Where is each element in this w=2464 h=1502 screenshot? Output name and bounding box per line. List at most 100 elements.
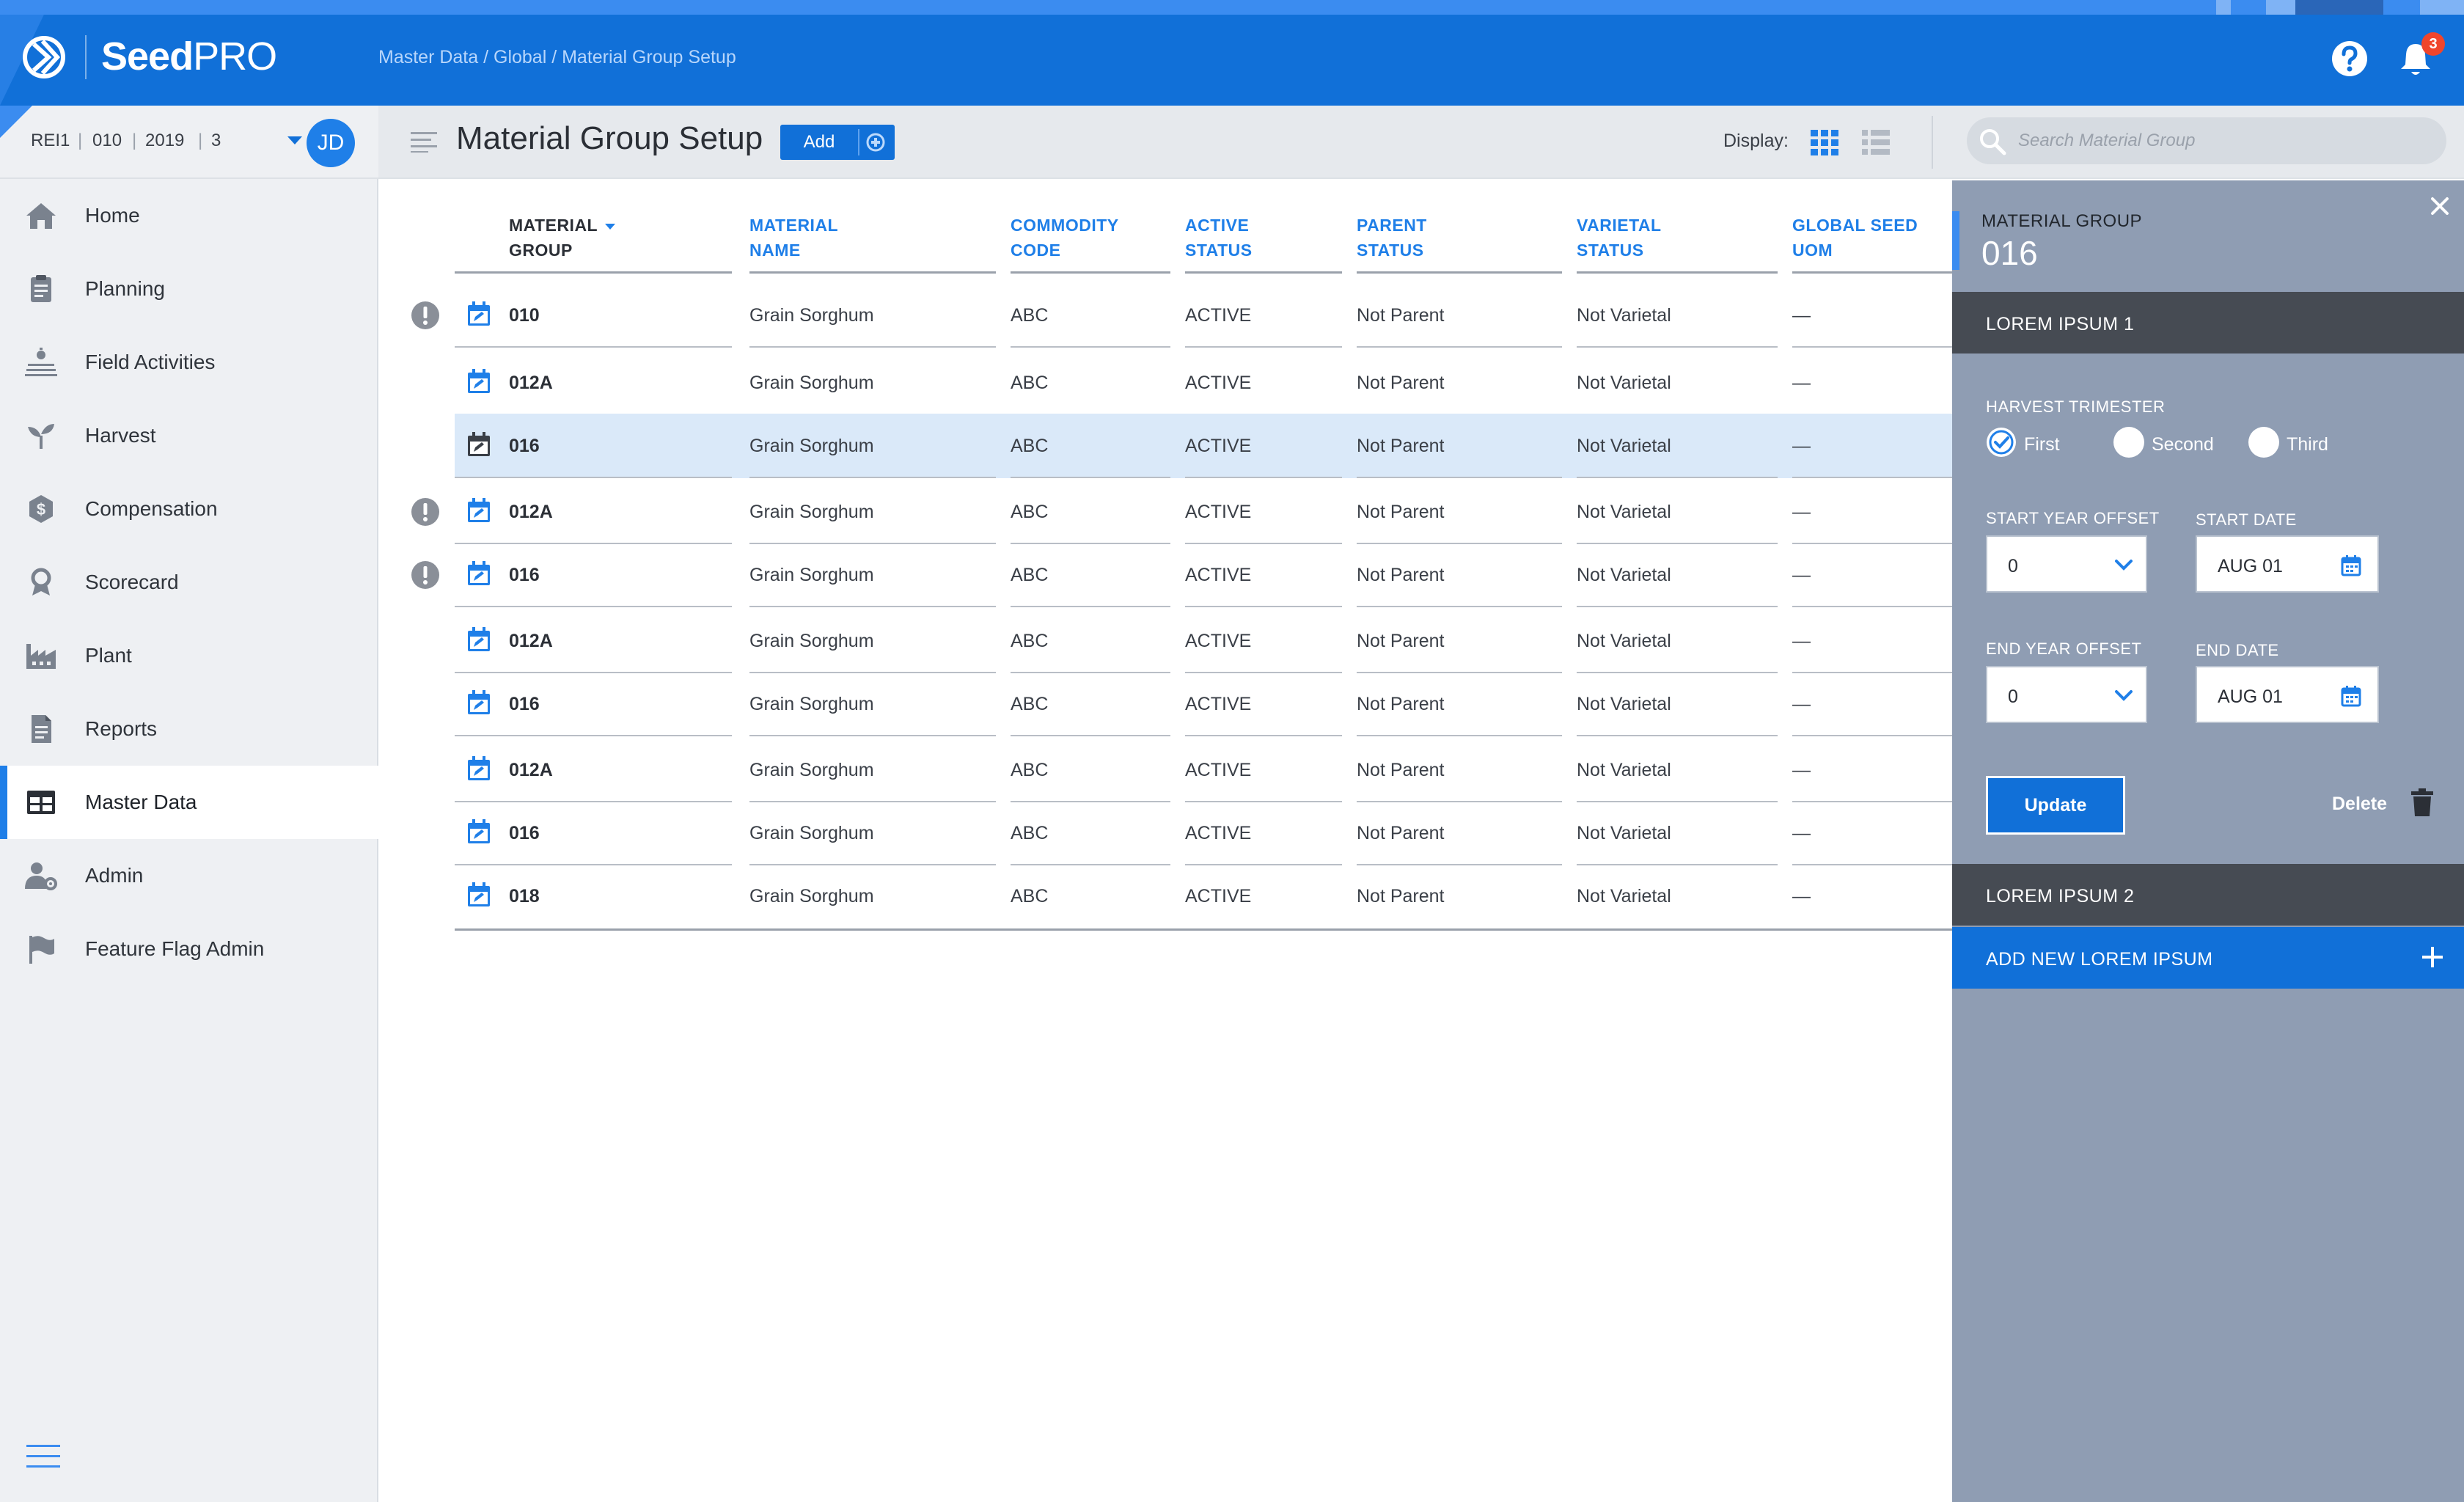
add-new-label: ADD NEW LOREM IPSUM [1986,949,2213,970]
trash-icon[interactable] [2410,788,2435,817]
cell-global-seed-uom: — [1792,565,1811,585]
cell-material-name: Grain Sorghum [749,631,874,651]
edit-calendar-icon[interactable] [466,368,491,395]
table-row[interactable]: 016 Grain Sorghum ABC ACTIVE Not Parent Not V… [378,801,1952,865]
date-value: AUG 01 [2218,686,2283,707]
context-selector[interactable]: REI1 | 010 | 2019 | 3 JD [0,106,378,179]
breadcrumb[interactable]: Master Data / Global / Material Group Se… [378,47,736,67]
sidebar-item-compensation[interactable]: $ Compensation [0,472,378,546]
row-divider [1357,864,1562,865]
radio-label: Third [2287,434,2328,455]
list-view-icon[interactable] [1861,128,1891,157]
sidebar-item-reports[interactable]: Reports [0,692,378,766]
cell-varietal-status: Not Varietal [1577,305,1671,326]
add-new-lorem-ipsum-button[interactable]: ADD NEW LOREM IPSUM [1952,927,2464,989]
row-divider [1011,801,1170,802]
table-row[interactable]: 012A Grain Sorghum ABC ACTIVE Not Parent Not … [378,480,1952,544]
end-year-offset-label: END YEAR OFFSET [1986,640,2142,658]
row-divider [1577,864,1778,865]
plus-icon [2422,947,2443,967]
row-divider [749,735,996,736]
warning-icon[interactable] [411,301,440,330]
brand-name[interactable]: SeedPRO [101,34,277,78]
edit-calendar-icon[interactable] [466,818,491,845]
row-divider [1185,477,1342,478]
update-button[interactable]: Update [1986,776,2125,835]
add-button[interactable]: Add [780,125,895,160]
column-header-material-group[interactable]: MATERIAL GROUP [509,213,616,263]
section-header-1[interactable]: LOREM IPSUM 1 [1952,292,2464,353]
sidebar-item-plant[interactable]: Plant [0,619,378,692]
row-divider [1577,346,1778,348]
edit-calendar-icon[interactable] [466,431,491,458]
section-header-2[interactable]: LOREM IPSUM 2 [1952,864,2464,926]
cell-parent-status: Not Parent [1357,631,1445,651]
sidebar-item-home[interactable]: Home [0,179,378,252]
end-year-offset-select[interactable]: 0 [1986,666,2147,723]
sidebar-item-field-activities[interactable]: Field Activities [0,326,378,399]
close-icon[interactable] [2430,197,2449,216]
end-date-field[interactable]: AUG 01 [2196,666,2379,723]
sidebar-collapse-menu-icon[interactable] [26,1443,60,1470]
warning-icon[interactable] [411,560,440,590]
grid-view-icon[interactable] [1810,128,1839,157]
edit-calendar-icon[interactable] [466,689,491,716]
header-underline [1011,271,1170,274]
radio-label: First [2024,434,2060,455]
column-header-global-seed-uom[interactable]: GLOBAL SEED UOM [1792,216,1918,260]
table-row[interactable]: 016 Grain Sorghum ABC ACTIVE Not Parent Not V… [378,672,1952,736]
row-divider [1011,735,1170,736]
start-date-field[interactable]: AUG 01 [2196,535,2379,593]
sidebar-item-scorecard[interactable]: Scorecard [0,546,378,619]
cell-varietal-status: Not Varietal [1577,631,1671,651]
table-row[interactable]: 018 Grain Sorghum ABC ACTIVE Not Parent Not V… [378,864,1952,928]
avatar[interactable]: JD [307,119,355,167]
sidebar-item-harvest[interactable]: Harvest [0,399,378,472]
cell-global-seed-uom: — [1792,502,1811,522]
edit-calendar-icon[interactable] [466,626,491,653]
table-row[interactable]: 012A Grain Sorghum ABC ACTIVE Not Parent Not … [378,351,1952,415]
search-input[interactable] [2018,117,2429,164]
row-divider [749,672,996,673]
context-code: 010 [92,131,122,150]
column-header-commodity-code[interactable]: COMMODITY CODE [1011,216,1119,260]
table-row[interactable]: 016 Grain Sorghum ABC ACTIVE Not Parent Not V… [378,543,1952,607]
sidebar-item-feature-flag-admin[interactable]: Feature Flag Admin [0,912,378,986]
table-row[interactable]: 012A Grain Sorghum ABC ACTIVE Not Parent Not … [378,738,1952,802]
edit-calendar-icon[interactable] [466,755,491,782]
table-row[interactable]: 012A Grain Sorghum ABC ACTIVE Not Parent Not … [378,609,1952,673]
column-header-varietal-status[interactable]: VARIETAL STATUS [1577,216,1662,260]
page-menu-icon[interactable] [411,131,437,153]
edit-calendar-icon[interactable] [466,301,491,327]
column-header-material-name[interactable]: MATERIAL NAME [749,216,839,260]
app-header: SeedPRO Master Data / Global / Material … [0,0,2464,106]
cell-active-status: ACTIVE [1185,502,1252,522]
help-icon[interactable] [2329,38,2370,79]
table-row[interactable]: 010 Grain Sorghum ABC ACTIVE Not Parent Not V… [378,283,1952,348]
delete-button[interactable]: Delete [2332,794,2388,814]
table-row[interactable]: 016 Grain Sorghum ABC ACTIVE Not Parent Not V… [378,414,1952,478]
calendar-icon[interactable] [2341,554,2361,576]
sidebar-item-admin[interactable]: Admin [0,839,378,912]
context-period: 3 [211,131,221,150]
cell-global-seed-uom: — [1792,886,1811,906]
start-year-offset-select[interactable]: 0 [1986,535,2147,593]
cell-material-group: 018 [509,886,540,906]
warning-icon[interactable] [411,497,440,527]
cell-commodity-code: ABC [1011,565,1049,585]
plus-circle-icon [866,133,885,152]
column-header-active-status[interactable]: ACTIVE STATUS [1185,216,1253,260]
seedpro-logo-icon [0,15,88,106]
edit-calendar-icon[interactable] [466,497,491,524]
edit-calendar-icon[interactable] [466,882,491,908]
cell-material-group: 012A [509,502,553,522]
calendar-icon[interactable] [2341,685,2361,707]
sidebar-item-master-data[interactable]: Master Data [0,766,378,839]
column-header-parent-status[interactable]: PARENT STATUS [1357,216,1427,260]
edit-calendar-icon[interactable] [466,560,491,587]
chevron-down-icon[interactable] [287,136,302,144]
row-divider [455,864,732,865]
cell-material-name: Grain Sorghum [749,694,874,714]
sidebar-item-planning[interactable]: Planning [0,252,378,326]
cell-parent-status: Not Parent [1357,694,1445,714]
